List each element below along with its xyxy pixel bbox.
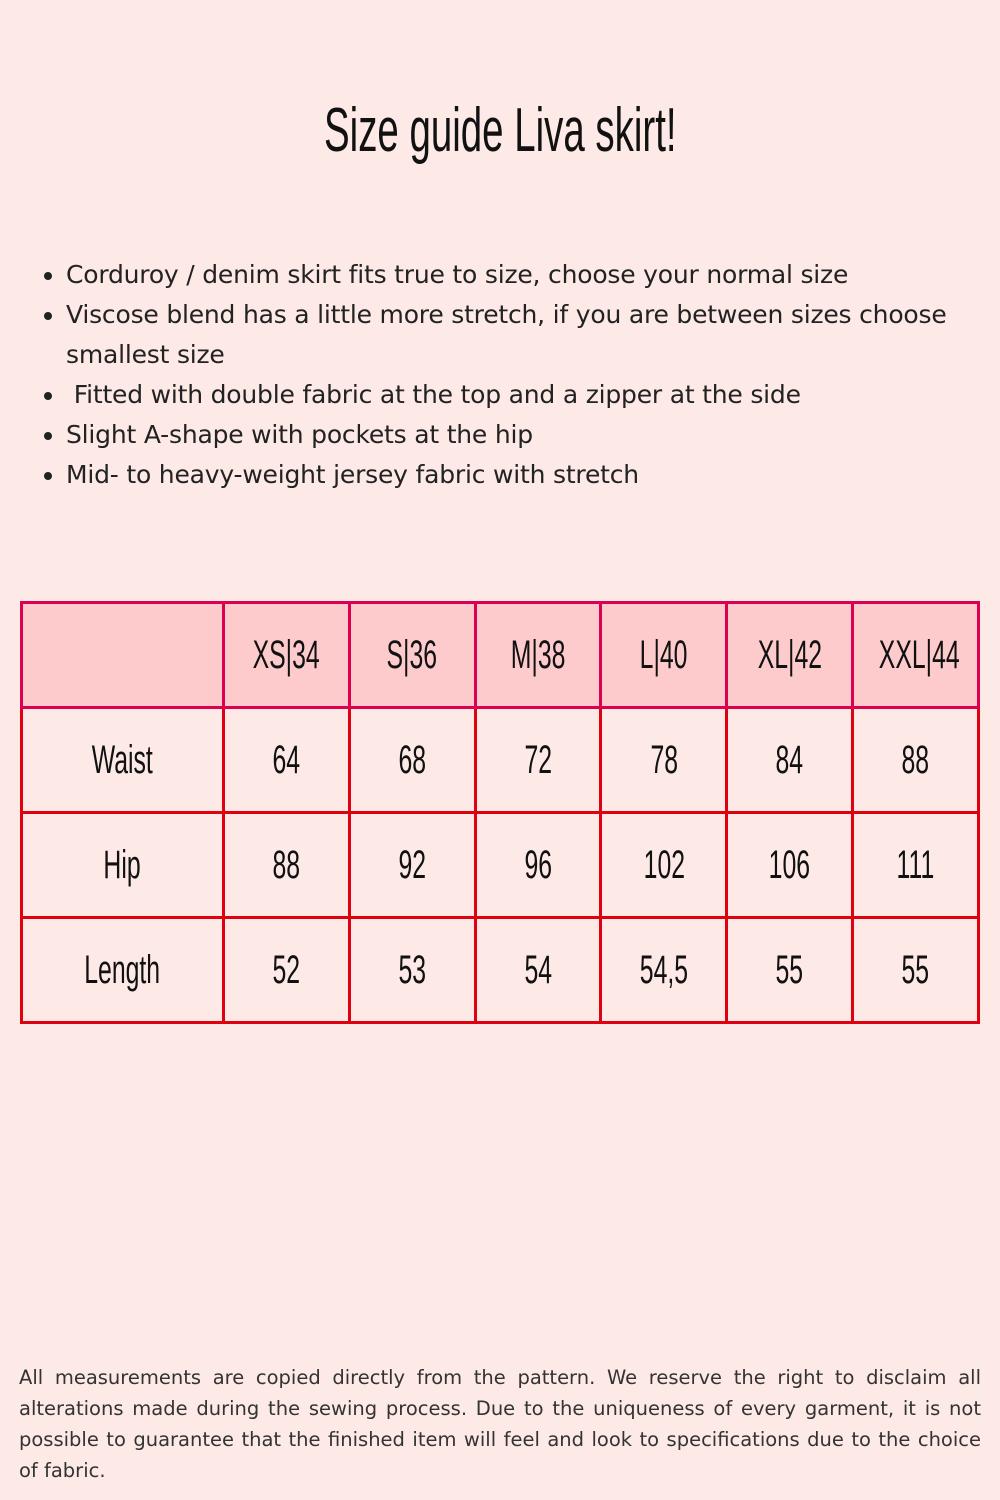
table-row: Length 52 53 54 54,5 55 55 [20, 916, 980, 1024]
list-item: Fitted with double fabric at the top and… [66, 375, 1000, 415]
measurement-cell: 72 [473, 706, 603, 814]
header-corner-cell [20, 601, 225, 709]
measurement-cell: 102 [599, 811, 729, 919]
measurement-cell: 92 [347, 811, 477, 919]
list-item: Slight A-shape with pockets at the hip [66, 415, 1000, 455]
feature-list: Corduroy / denim skirt fits true to size… [38, 255, 1000, 495]
list-item: Viscose blend has a little more stretch,… [66, 295, 1000, 375]
measurement-cell: 55 [725, 916, 855, 1024]
table-header-row: XS|34 S|36 M|38 L|40 XL|42 XXL|44 [20, 601, 980, 709]
measurement-cell: 88 [851, 706, 980, 814]
measurement-cell: 54,5 [599, 916, 729, 1024]
measurement-cell: 96 [473, 811, 603, 919]
disclaimer: All measurements are copied directly fro… [19, 1366, 981, 1482]
measurement-cell: 78 [599, 706, 729, 814]
page-title: Size guide Liva skirt! [323, 96, 677, 165]
measurement-cell: 54 [473, 916, 603, 1024]
measurement-cell: 84 [725, 706, 855, 814]
measurement-cell: 68 [347, 706, 477, 814]
list-item: Corduroy / denim skirt fits true to size… [66, 255, 1000, 295]
measurement-cell: 88 [222, 811, 351, 919]
size-header: XL|42 [725, 601, 855, 709]
measurement-cell: 55 [851, 916, 980, 1024]
row-label: Waist [20, 706, 225, 814]
table-row: Waist 64 68 72 78 84 88 [20, 706, 980, 814]
size-header: XS|34 [222, 601, 351, 709]
size-header: S|36 [347, 601, 477, 709]
size-header: XXL|44 [851, 601, 980, 709]
measurement-cell: 106 [725, 811, 855, 919]
measurement-cell: 64 [222, 706, 351, 814]
size-header: L|40 [599, 601, 729, 709]
size-table: XS|34 S|36 M|38 L|40 XL|42 XXL|44 Waist 64 68 72… [20, 601, 980, 1024]
table-row: Hip 88 92 96 102 106 111 [20, 811, 980, 919]
list-item: Mid- to heavy-weight jersey fabric with … [66, 455, 1000, 495]
row-label: Length [20, 916, 225, 1024]
measurement-cell: 111 [851, 811, 980, 919]
size-header: M|38 [473, 601, 603, 709]
measurement-cell: 52 [222, 916, 351, 1024]
row-label: Hip [20, 811, 225, 919]
measurement-cell: 53 [347, 916, 477, 1024]
